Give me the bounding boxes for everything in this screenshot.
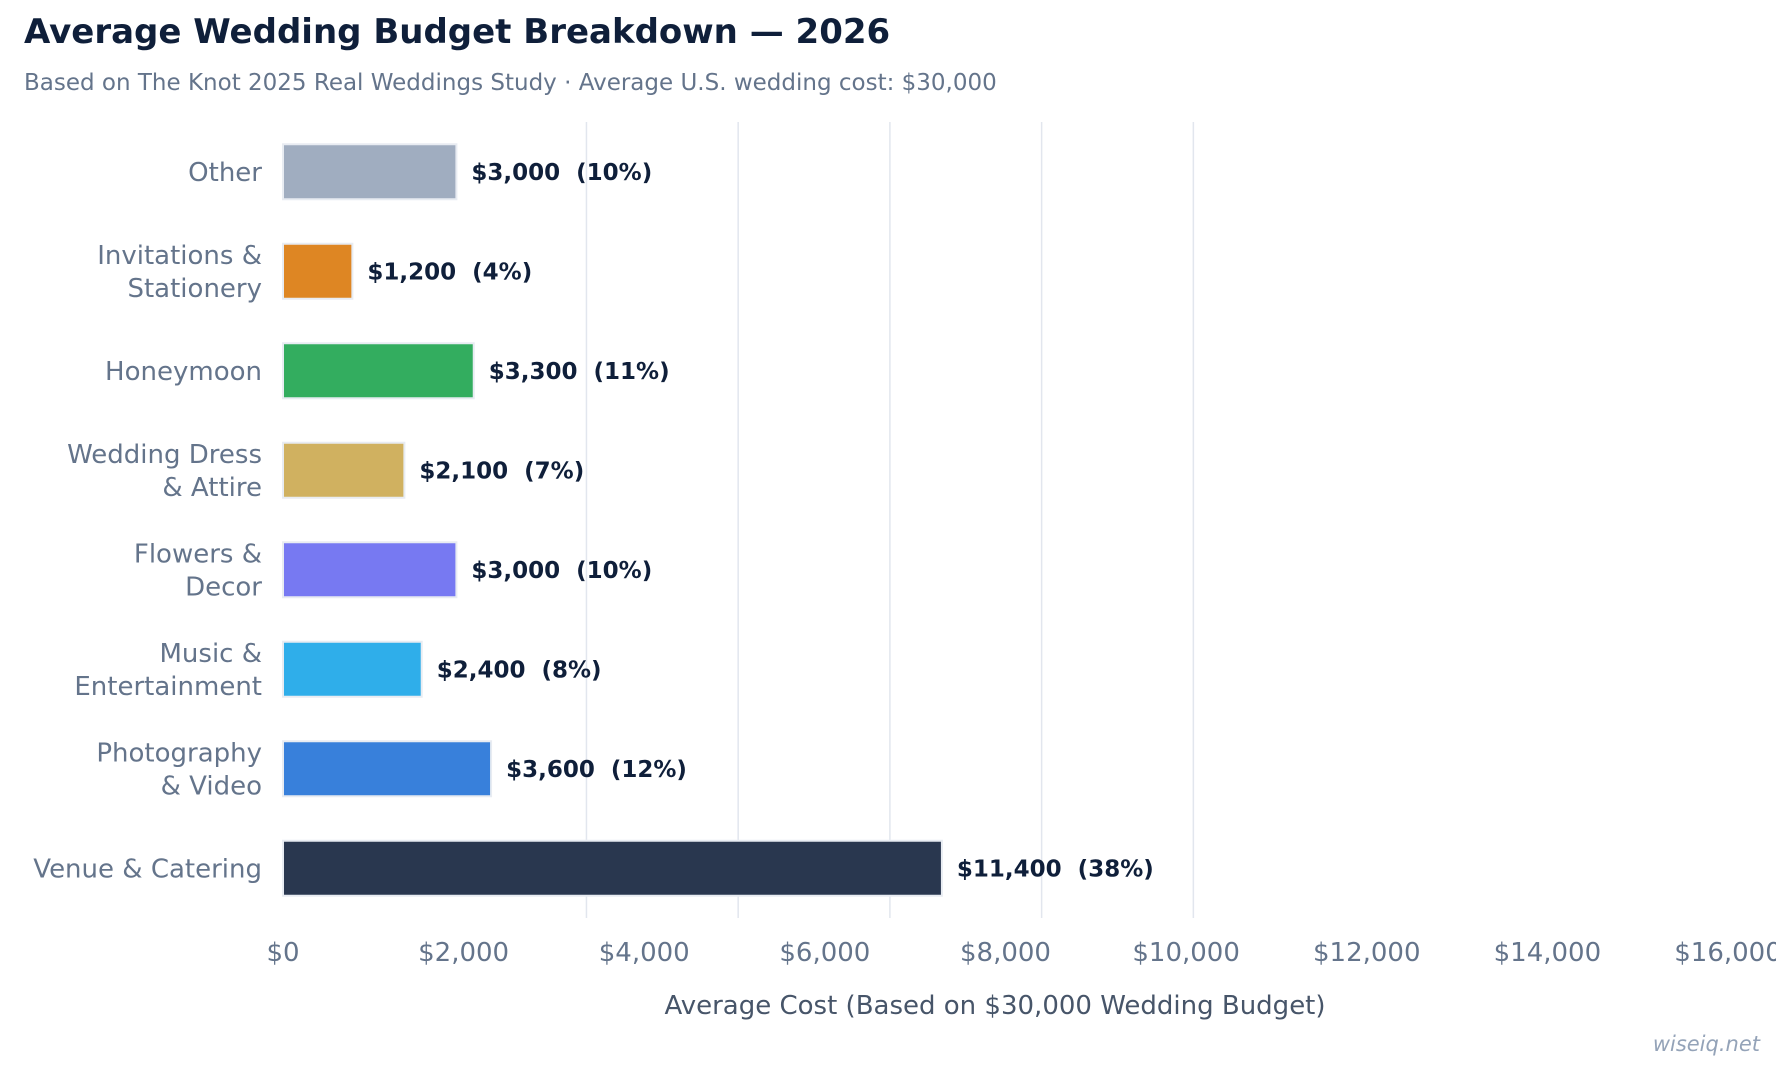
x-tick-label: $4,000: [599, 938, 690, 968]
category-label: Other: [188, 158, 262, 188]
category-label: Music & Entertainment: [74, 639, 262, 702]
x-tick-label: $14,000: [1494, 938, 1602, 968]
category-label-line: Invitations &: [97, 241, 262, 271]
bar: [282, 640, 423, 698]
x-tick-label: $6,000: [779, 938, 870, 968]
x-tick-label: $8,000: [960, 938, 1051, 968]
data-label: $3,600 (12%): [506, 757, 687, 783]
x-tick-label: $16,000: [1674, 938, 1776, 968]
category-label-line: Stationery: [127, 274, 262, 304]
x-tick-label: $0: [266, 938, 299, 968]
category-label-line: Honeymoon: [105, 357, 262, 387]
x-axis-label: Average Cost (Based on $30,000 Wedding B…: [664, 991, 1325, 1021]
category-label-line: Other: [188, 158, 262, 188]
category-label: Wedding Dress & Attire: [67, 440, 262, 503]
category-label-line: Flowers &: [134, 539, 262, 569]
data-label: $2,100 (7%): [419, 458, 584, 484]
data-label: $1,200 (4%): [367, 259, 532, 285]
bar: [282, 441, 406, 499]
data-label: $2,400 (8%): [437, 657, 602, 683]
x-tick-label: $2,000: [418, 938, 509, 968]
x-tick-label: $12,000: [1313, 938, 1421, 968]
data-label: $11,400 (38%): [957, 856, 1154, 882]
category-label: Honeymoon: [105, 357, 262, 387]
category-label: Invitations & Stationery: [97, 241, 262, 304]
bar: [282, 541, 458, 599]
data-label: $3,000 (10%): [471, 558, 652, 584]
category-label-line: Wedding Dress: [67, 440, 262, 470]
bar: [282, 740, 493, 798]
category-label-line: Decor: [185, 572, 262, 602]
category-label-line: Photography: [96, 738, 262, 768]
chart-title: Average Wedding Budget Breakdown — 2026: [24, 12, 891, 52]
category-label-line: & Video: [161, 771, 262, 801]
bar: [282, 242, 354, 300]
category-label: Flowers & Decor: [134, 539, 262, 602]
category-label: Photography & Video: [96, 738, 262, 801]
category-label: Venue & Catering: [33, 854, 262, 884]
data-label: $3,300 (11%): [489, 359, 670, 385]
category-label-line: & Attire: [162, 473, 262, 503]
watermark: wiseiq.net: [1652, 1032, 1760, 1056]
bar: [282, 342, 475, 400]
category-label-line: Venue & Catering: [33, 854, 262, 884]
chart-subtitle: Based on The Knot 2025 Real Weddings Stu…: [24, 70, 997, 96]
bar: [282, 839, 943, 897]
bar: [282, 143, 458, 201]
category-label-line: Entertainment: [74, 672, 262, 702]
category-label-line: Music &: [159, 639, 262, 669]
data-label: $3,000 (10%): [471, 160, 652, 186]
x-tick-label: $10,000: [1132, 938, 1240, 968]
